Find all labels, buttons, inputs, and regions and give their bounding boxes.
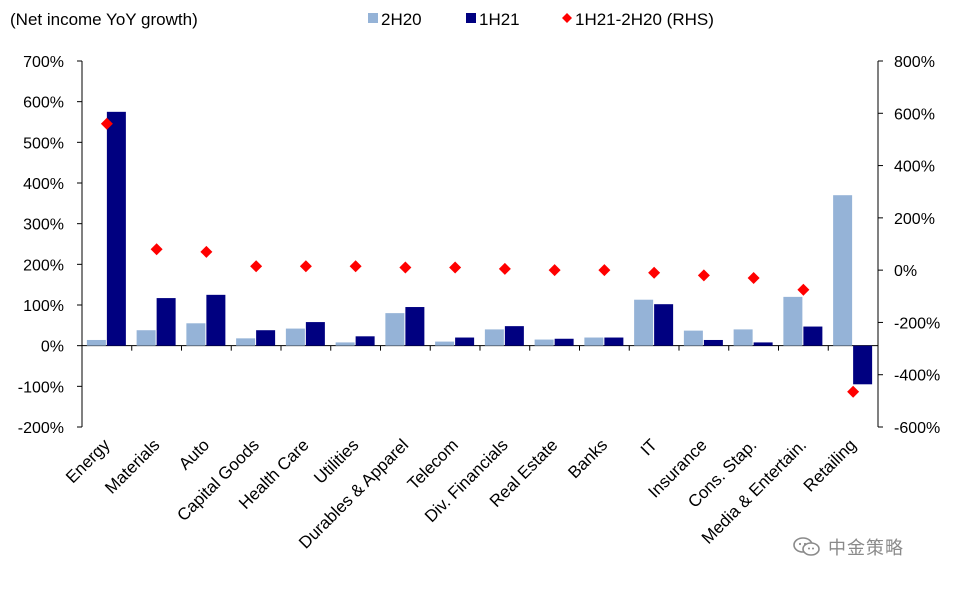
category-label: Auto [175,435,213,473]
point-diff-5 [299,260,312,273]
point-diff-14 [747,271,760,284]
left-tick-label: -100% [18,379,64,396]
bar-1h21-10 [554,338,574,346]
bar-1h21-1 [106,111,126,346]
point-diff-3 [200,245,213,258]
bar-2h20-15 [783,296,803,346]
bar-1h21-13 [703,339,723,346]
left-tick-label: 700% [23,54,64,71]
bar-2h20-16 [833,195,853,346]
point-diff-15 [797,283,810,296]
bar-2h20-7 [385,313,405,346]
legend-label: 2H20 [381,10,422,29]
left-tick-label: 100% [23,298,64,315]
bar-2h20-12 [634,299,654,346]
left-tick-label: 400% [23,176,64,193]
watermark: 中金策略 [792,534,904,560]
right-tick-label: -600% [894,420,940,437]
bar-1h21-9 [504,326,524,346]
right-tick-label: 200% [894,211,935,228]
right-tick-label: 800% [894,54,935,71]
point-diff-6 [349,260,362,273]
bar-1h21-12 [654,304,674,346]
category-label: IT [637,435,661,459]
bar-2h20-14 [733,329,753,346]
right-tick-label: -400% [894,368,940,385]
legend-swatch [466,13,476,23]
bar-1h21-4 [256,330,276,346]
bar-1h21-7 [405,307,425,346]
legend-label: 1H21-2H20 (RHS) [575,10,714,29]
bar-2h20-11 [584,337,604,346]
point-diff-11 [598,264,611,277]
points [100,117,860,398]
category-label: Banks [564,435,611,482]
left-tick-label: 300% [23,217,64,234]
point-diff-10 [548,264,561,277]
bar-2h20-9 [484,329,504,346]
axes: -200% -100% 0% 100% 200% 300% 400% 500% 600% 700%… [18,54,941,437]
bar-2h20-3 [186,323,206,346]
bar-1h21-5 [305,322,325,346]
bar-1h21-11 [604,337,624,346]
left-tick-label: 0% [41,339,64,356]
chart-subtitle: (Net income YoY growth) [10,10,198,29]
right-tick-label: 0% [894,263,917,280]
category-label: Materials [101,435,163,497]
bar-2h20-1 [86,339,106,346]
bar-1h21-15 [803,326,823,346]
bars [86,111,873,385]
bar-1h21-14 [753,342,773,346]
left-tick-label: -200% [18,420,64,437]
bar-2h20-10 [534,339,554,346]
legend-label: 1H21 [479,10,520,29]
point-diff-4 [250,260,263,273]
point-diff-2 [150,243,163,256]
legend: 2H20 1H21 1H21-2H20 (RHS) [368,10,714,29]
wechat-icon [793,537,820,556]
bar-2h20-8 [435,341,455,346]
watermark-text: 中金策略 [828,538,904,559]
bar-2h20-2 [136,330,156,346]
category-label: Retailing [800,435,860,495]
bar-1h21-2 [156,298,176,346]
right-tick-label: 400% [894,159,935,176]
point-diff-9 [498,262,511,275]
bar-2h20-6 [335,342,355,346]
bar-2h20-4 [236,338,256,346]
point-diff-8 [449,261,462,274]
bar-1h21-6 [355,336,375,346]
left-tick-label: 600% [23,95,64,112]
bar-1h21-3 [206,294,226,346]
bar-1h21-8 [455,337,475,346]
point-diff-7 [399,261,412,274]
legend-swatch [562,13,572,23]
point-diff-13 [697,269,710,282]
bar-2h20-5 [285,328,305,346]
point-diff-1 [100,117,113,130]
bar-2h20-13 [683,330,703,346]
right-tick-label: 600% [894,106,935,123]
left-tick-label: 500% [23,135,64,152]
point-diff-16 [847,385,860,398]
right-tick-label: -200% [894,315,940,332]
bar-1h21-16 [853,345,873,385]
point-diff-12 [648,266,661,279]
legend-swatch [368,13,378,23]
left-tick-label: 200% [23,257,64,274]
